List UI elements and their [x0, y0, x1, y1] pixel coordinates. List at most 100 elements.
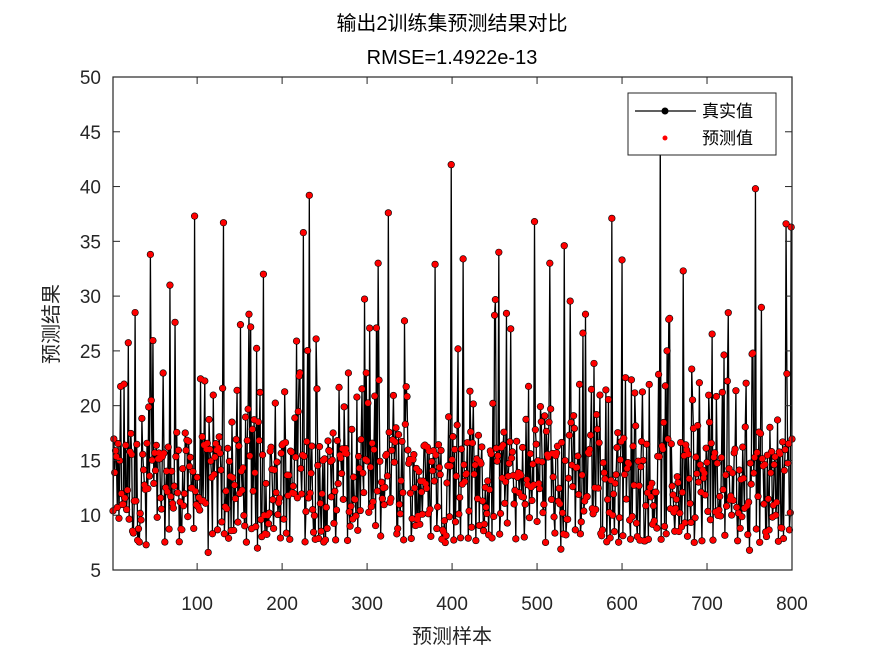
pred-point — [243, 539, 250, 546]
pred-point — [492, 296, 499, 303]
pred-point — [562, 457, 569, 464]
pred-point — [756, 539, 763, 546]
pred-point — [328, 493, 335, 500]
pred-point — [675, 528, 682, 535]
pred-point — [775, 538, 782, 545]
pred-point — [628, 376, 635, 383]
pred-point — [270, 525, 277, 532]
pred-point — [582, 311, 589, 318]
pred-point — [426, 506, 433, 513]
legend-entry-true: 真实值 — [702, 102, 753, 122]
pred-point — [587, 432, 594, 439]
pred-point — [687, 500, 694, 507]
pred-point — [374, 488, 381, 495]
pred-point — [170, 505, 177, 512]
pred-point — [677, 439, 684, 446]
pred-point — [737, 525, 744, 532]
pred-point — [783, 370, 790, 377]
pred-point — [670, 491, 677, 498]
pred-point — [325, 437, 332, 444]
pred-point — [353, 512, 360, 519]
pred-point — [508, 455, 515, 462]
pred-point — [729, 469, 736, 476]
pred-point — [609, 512, 616, 519]
pred-point — [345, 369, 352, 376]
pred-point — [692, 514, 699, 521]
pred-point — [691, 539, 698, 546]
pred-point — [464, 439, 471, 446]
pred-point — [488, 451, 495, 458]
y-tick-label: 35 — [80, 232, 101, 253]
legend-dot-red-icon — [662, 135, 668, 141]
pred-point — [720, 486, 727, 493]
pred-point — [480, 527, 487, 534]
pred-point — [728, 512, 735, 519]
pred-point — [378, 479, 385, 486]
pred-point — [344, 537, 351, 544]
pred-point — [540, 501, 547, 508]
pred-point — [511, 500, 518, 507]
pred-point — [605, 396, 612, 403]
pred-point — [390, 392, 397, 399]
pred-point — [438, 447, 445, 454]
pred-point — [332, 536, 339, 543]
y-axis-label: 预测结果 — [39, 284, 63, 364]
pred-point — [610, 491, 617, 498]
pred-point — [484, 477, 491, 484]
pred-point — [540, 509, 547, 516]
pred-point — [604, 496, 611, 503]
pred-point — [500, 429, 507, 436]
pred-point — [399, 489, 406, 496]
pred-point — [783, 220, 790, 227]
pred-point — [664, 347, 671, 354]
pred-point — [214, 526, 221, 533]
pred-point — [166, 526, 173, 533]
pred-point — [704, 508, 711, 515]
pred-point — [630, 443, 637, 450]
pred-point — [348, 426, 355, 433]
pred-point — [224, 445, 231, 452]
pred-point — [130, 530, 137, 537]
pred-point — [680, 267, 687, 274]
pred-point — [260, 271, 267, 278]
pred-point — [407, 490, 414, 497]
pred-point — [779, 438, 786, 445]
pred-point — [445, 413, 452, 420]
pred-point — [774, 416, 781, 423]
pred-point — [334, 437, 341, 444]
pred-point — [387, 495, 394, 502]
pred-point — [723, 503, 730, 510]
pred-point — [151, 449, 158, 456]
pred-point — [401, 317, 408, 324]
pred-point — [536, 485, 543, 492]
pred-point — [122, 442, 129, 449]
pred-point — [125, 339, 132, 346]
pred-point — [237, 321, 244, 328]
pred-point — [595, 485, 602, 492]
pred-point — [594, 426, 601, 433]
pred-point — [404, 447, 411, 454]
pred-point — [298, 490, 305, 497]
pred-point — [121, 381, 128, 388]
pred-point — [132, 497, 139, 504]
pred-point — [777, 450, 784, 457]
pred-point — [517, 472, 524, 479]
pred-point — [304, 347, 311, 354]
pred-point — [369, 440, 376, 447]
pred-point — [391, 459, 398, 466]
pred-point — [132, 309, 139, 316]
pred-point — [446, 513, 453, 520]
pred-point — [230, 527, 237, 534]
pred-point — [467, 428, 474, 435]
pred-point — [450, 537, 457, 544]
pred-point — [308, 470, 315, 477]
pred-point — [745, 499, 752, 506]
pred-point — [184, 513, 191, 520]
pred-point — [557, 500, 564, 507]
pred-point — [534, 518, 541, 525]
pred-point — [292, 454, 299, 461]
pred-point — [535, 480, 542, 487]
pred-point — [397, 510, 404, 517]
pred-point — [635, 458, 642, 465]
pred-point — [715, 506, 722, 513]
